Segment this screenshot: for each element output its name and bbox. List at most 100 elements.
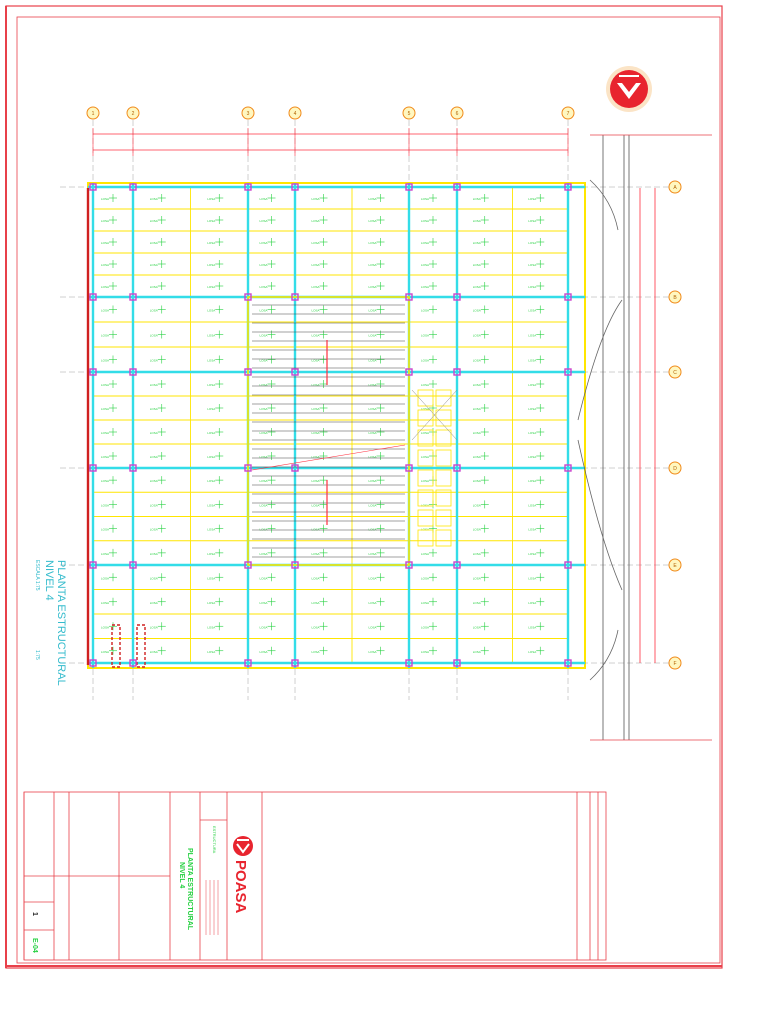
panel-tag: LOSA bbox=[369, 431, 377, 435]
panel-tag: LOSA bbox=[528, 285, 536, 289]
panel-tag: LOSA bbox=[150, 503, 158, 507]
panel-tag: LOSA bbox=[312, 219, 320, 223]
panel-tag: LOSA bbox=[473, 197, 481, 201]
panel-tag: LOSA bbox=[369, 650, 377, 654]
panel-tag: LOSA bbox=[528, 359, 536, 363]
column-marker bbox=[89, 368, 97, 376]
column-marker bbox=[564, 464, 572, 472]
panel-tag: LOSA bbox=[150, 552, 158, 556]
poasa-logo-icon bbox=[233, 836, 253, 856]
column-marker bbox=[453, 659, 461, 667]
panel-tag: LOSA bbox=[207, 197, 215, 201]
panel-tag: LOSA bbox=[207, 528, 215, 532]
panel-tag: LOSA bbox=[207, 455, 215, 459]
panel-tag: LOSA bbox=[101, 383, 109, 387]
panel-tag: LOSA bbox=[528, 309, 536, 313]
panel-tag: LOSA bbox=[473, 576, 481, 580]
panel-tag: LOSA bbox=[528, 601, 536, 605]
panel-tag: LOSA bbox=[150, 263, 158, 267]
grid-bubble-circle bbox=[241, 106, 255, 120]
structural-plan: LOSA LOSA LOSA LOSA LOSA LOSA LOSA LOSA LOSA LOSA… bbox=[60, 120, 670, 700]
panel-tag: LOSA bbox=[101, 219, 109, 223]
grid-bubble-y: A bbox=[668, 180, 682, 194]
panel-tag: LOSA bbox=[369, 455, 377, 459]
panel-tag: LOSA bbox=[528, 552, 536, 556]
panel-tag: LOSA bbox=[528, 219, 536, 223]
grid-bubble-label: D bbox=[673, 466, 677, 472]
panel-tag: LOSA bbox=[473, 528, 481, 532]
grid-bubble-label: E bbox=[673, 563, 677, 569]
panel-tag: LOSA bbox=[150, 601, 158, 605]
panel-tag: LOSA bbox=[421, 479, 429, 483]
panel-tag: LOSA bbox=[369, 241, 377, 245]
column-marker bbox=[244, 659, 252, 667]
column-marker bbox=[405, 464, 413, 472]
column-marker bbox=[405, 561, 413, 569]
panel-tag: LOSA bbox=[528, 576, 536, 580]
panel-tag: LOSA bbox=[421, 625, 429, 629]
panel-tag: LOSA bbox=[369, 359, 377, 363]
panel-tag: LOSA bbox=[528, 263, 536, 267]
panel-tag: LOSA bbox=[260, 219, 268, 223]
grid-bubble-circle bbox=[288, 106, 302, 120]
panel-tag: LOSA bbox=[207, 285, 215, 289]
grid-bubble-label: 2 bbox=[132, 111, 135, 117]
grid-bubble-x: 7 bbox=[561, 106, 575, 120]
core-cell bbox=[435, 489, 452, 507]
column-marker bbox=[89, 659, 97, 667]
panel-tag: LOSA bbox=[473, 503, 481, 507]
panel-tag: LOSA bbox=[260, 197, 268, 201]
core-cell bbox=[435, 389, 452, 407]
panel-tag: LOSA bbox=[473, 334, 481, 338]
panel-tag: LOSA bbox=[260, 241, 268, 245]
grid-bubble-x: 4 bbox=[288, 106, 302, 120]
grid-bubble-circle bbox=[668, 461, 682, 475]
panel-tag: LOSA bbox=[369, 334, 377, 338]
panel-tag: LOSA bbox=[207, 219, 215, 223]
panel-tag: LOSA bbox=[260, 576, 268, 580]
panel-tag: LOSA bbox=[312, 334, 320, 338]
grid-bubble-label: 6 bbox=[456, 111, 459, 117]
column-marker bbox=[453, 561, 461, 569]
panel-tag: LOSA bbox=[312, 552, 320, 556]
panel-tag: LOSA bbox=[369, 503, 377, 507]
panel-tag: LOSA bbox=[369, 285, 377, 289]
panel-tag: LOSA bbox=[150, 197, 158, 201]
panel-tag: LOSA bbox=[101, 263, 109, 267]
panel-tag: LOSA bbox=[473, 383, 481, 387]
panel-tag: LOSA bbox=[369, 263, 377, 267]
sheet-number: E-04 bbox=[31, 938, 38, 953]
panel-tag: LOSA bbox=[101, 431, 109, 435]
panel-tag: LOSA bbox=[421, 219, 429, 223]
panel-tag: LOSA bbox=[421, 359, 429, 363]
panel-tag: LOSA bbox=[101, 650, 109, 654]
panel-tag: LOSA bbox=[260, 263, 268, 267]
core-cell bbox=[417, 469, 434, 487]
column-marker bbox=[405, 183, 413, 191]
panel-tag: LOSA bbox=[260, 383, 268, 387]
grid-bubble-label: 4 bbox=[294, 111, 297, 117]
column-marker bbox=[453, 368, 461, 376]
panel-tag: LOSA bbox=[473, 241, 481, 245]
column-marker bbox=[129, 561, 137, 569]
panel-tag: LOSA bbox=[101, 552, 109, 556]
panel-tag: LOSA bbox=[150, 334, 158, 338]
grid-bubble-y: C bbox=[668, 365, 682, 379]
discipline-label: ESTRUCTURA bbox=[212, 826, 217, 854]
panel-tag: LOSA bbox=[369, 625, 377, 629]
column-marker bbox=[405, 293, 413, 301]
column-marker bbox=[291, 561, 299, 569]
grid-bubble-y: E bbox=[668, 558, 682, 572]
panel-tag: LOSA bbox=[369, 309, 377, 313]
column-marker bbox=[129, 659, 137, 667]
column-marker bbox=[89, 464, 97, 472]
panel-tag: LOSA bbox=[207, 383, 215, 387]
panel-tag: LOSA bbox=[207, 625, 215, 629]
panel-tag: LOSA bbox=[312, 576, 320, 580]
panel-tag: LOSA bbox=[421, 241, 429, 245]
panel-tag: LOSA bbox=[528, 455, 536, 459]
panel-tag: LOSA bbox=[207, 431, 215, 435]
panel-tag: LOSA bbox=[528, 407, 536, 411]
north-arrow-icon bbox=[606, 66, 652, 112]
